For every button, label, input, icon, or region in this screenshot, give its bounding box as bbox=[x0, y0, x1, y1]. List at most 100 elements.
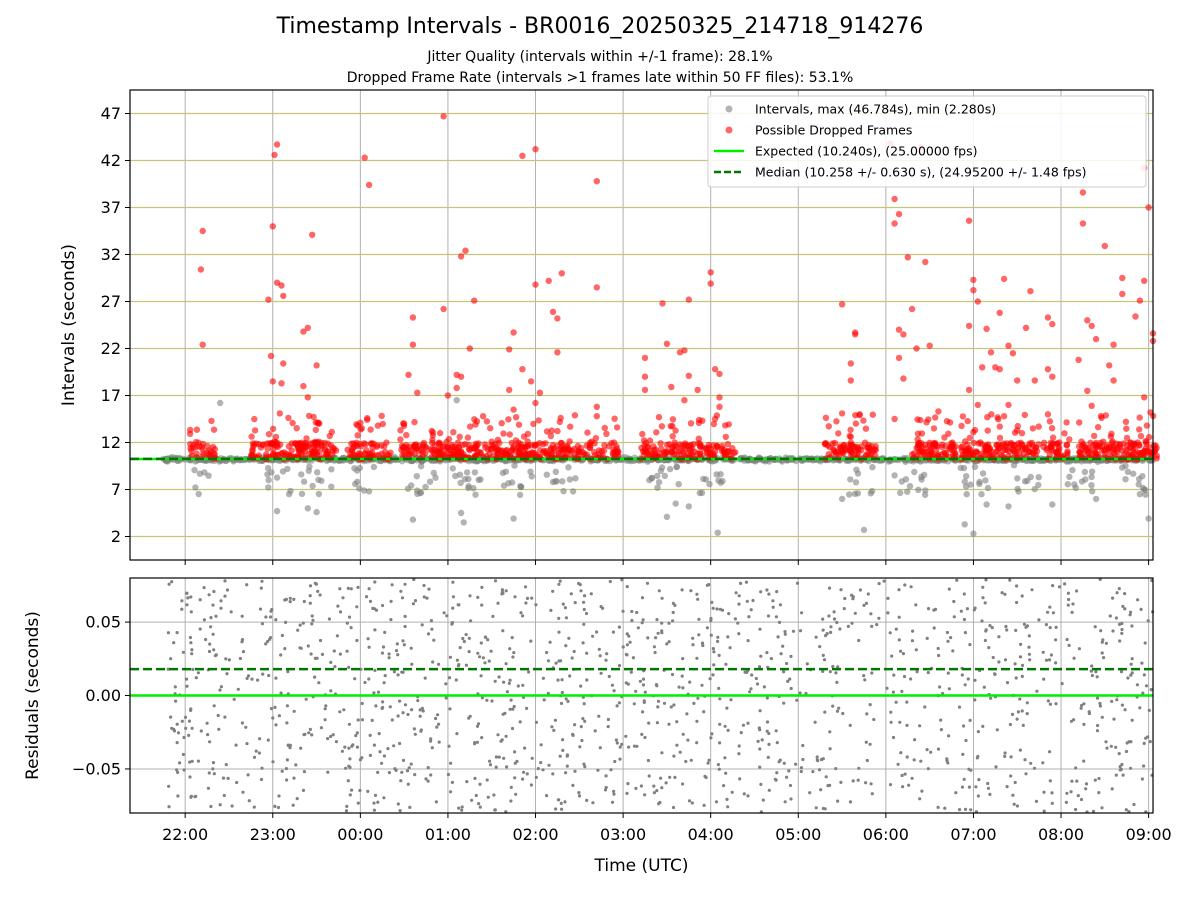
residual-point bbox=[708, 677, 712, 681]
residual-point bbox=[421, 709, 425, 713]
interval-point bbox=[306, 463, 313, 470]
residual-point bbox=[202, 586, 206, 590]
xtick-label: 01:00 bbox=[425, 825, 471, 844]
interval-point bbox=[192, 484, 199, 491]
interval-point bbox=[559, 478, 566, 485]
dropped-frame-point bbox=[309, 231, 316, 238]
dropped-frame-point bbox=[1049, 373, 1056, 380]
residual-point bbox=[811, 770, 815, 774]
xtick-label: 04:00 bbox=[688, 825, 734, 844]
interval-point bbox=[1081, 468, 1089, 476]
dropped-frame-point bbox=[1123, 425, 1130, 432]
dropped-frame-point bbox=[1132, 313, 1139, 320]
residual-point bbox=[960, 785, 965, 789]
residual-point bbox=[403, 624, 407, 629]
dropped-frame-point bbox=[322, 451, 330, 458]
residual-point bbox=[905, 755, 909, 759]
residual-point bbox=[444, 682, 448, 686]
residual-point bbox=[1130, 718, 1134, 722]
residual-point bbox=[475, 724, 480, 728]
dropped-frame-point bbox=[688, 445, 696, 453]
residual-point bbox=[232, 697, 236, 701]
residual-point bbox=[774, 729, 778, 733]
residual-point bbox=[389, 599, 393, 604]
interval-point bbox=[527, 468, 534, 475]
dropped-frame-point bbox=[1048, 445, 1056, 453]
residual-point bbox=[478, 805, 482, 809]
residual-point bbox=[717, 653, 721, 658]
residual-point bbox=[510, 726, 515, 731]
residual-point bbox=[1112, 717, 1116, 721]
residual-point bbox=[1054, 702, 1058, 706]
residual-point bbox=[1070, 610, 1074, 615]
residual-point bbox=[1095, 675, 1099, 679]
residual-point bbox=[615, 704, 619, 708]
dropped-frame-point bbox=[312, 426, 319, 434]
residual-point bbox=[376, 800, 380, 804]
interval-point bbox=[1035, 481, 1042, 489]
residual-point bbox=[458, 646, 462, 650]
residual-point bbox=[981, 585, 985, 589]
dropped-frame-point bbox=[577, 444, 584, 452]
dropped-frame-point bbox=[1103, 444, 1111, 451]
dropped-frame-point bbox=[669, 433, 676, 440]
residual-point bbox=[348, 793, 352, 797]
residual-point bbox=[1147, 708, 1151, 713]
residual-point bbox=[759, 654, 763, 658]
residual-point bbox=[822, 658, 827, 662]
residual-point bbox=[627, 634, 631, 638]
residual-point bbox=[583, 719, 587, 723]
residual-point bbox=[571, 732, 575, 737]
residual-point bbox=[658, 800, 662, 805]
residual-point bbox=[489, 649, 493, 653]
dropped-frame-point bbox=[459, 441, 466, 449]
dropped-frame-point bbox=[510, 329, 517, 336]
residual-point bbox=[280, 633, 284, 638]
residual-point bbox=[399, 779, 403, 783]
residual-point bbox=[755, 682, 760, 686]
residual-point bbox=[919, 759, 923, 763]
residual-point bbox=[1005, 785, 1009, 789]
residual-point bbox=[987, 646, 991, 650]
residual-point bbox=[1020, 663, 1025, 668]
residual-point bbox=[560, 678, 564, 682]
dropped-frame-point bbox=[516, 449, 523, 456]
residual-point bbox=[442, 611, 446, 615]
interval-point bbox=[502, 468, 510, 475]
interval-point bbox=[658, 464, 666, 471]
residual-point bbox=[744, 580, 749, 584]
residual-point bbox=[410, 708, 414, 712]
residual-point bbox=[1025, 624, 1030, 628]
residual-point bbox=[760, 738, 764, 742]
dropped-frame-point bbox=[690, 440, 697, 448]
residual-point bbox=[1111, 629, 1115, 633]
interval-point bbox=[1088, 468, 1096, 475]
dropped-frame-point bbox=[1011, 442, 1018, 449]
residual-point bbox=[311, 618, 315, 622]
dropped-frame-point bbox=[1093, 444, 1100, 451]
residual-point bbox=[672, 703, 676, 707]
dropped-frame-point bbox=[914, 436, 921, 443]
residual-point bbox=[380, 651, 384, 655]
top-plot-frame bbox=[129, 89, 1154, 561]
residual-point bbox=[774, 778, 778, 782]
residual-point bbox=[751, 598, 755, 603]
interval-point bbox=[911, 468, 918, 476]
residual-point bbox=[335, 634, 339, 638]
residual-point bbox=[1028, 658, 1032, 662]
residual-point bbox=[493, 579, 498, 583]
residual-point bbox=[625, 653, 629, 657]
residual-point bbox=[519, 611, 523, 615]
residual-point bbox=[175, 631, 179, 635]
residual-point bbox=[572, 649, 576, 654]
dropped-frame-point bbox=[187, 426, 194, 434]
residual-point bbox=[1008, 578, 1012, 582]
dropped-frame-point bbox=[939, 441, 946, 448]
residual-point bbox=[1148, 740, 1152, 744]
dropped-frame-point bbox=[966, 434, 974, 441]
dropped-frame-point bbox=[974, 401, 981, 409]
residual-point bbox=[561, 602, 565, 606]
dropped-frame-point bbox=[566, 447, 574, 454]
residual-point bbox=[1003, 592, 1007, 596]
residual-point bbox=[912, 758, 916, 762]
